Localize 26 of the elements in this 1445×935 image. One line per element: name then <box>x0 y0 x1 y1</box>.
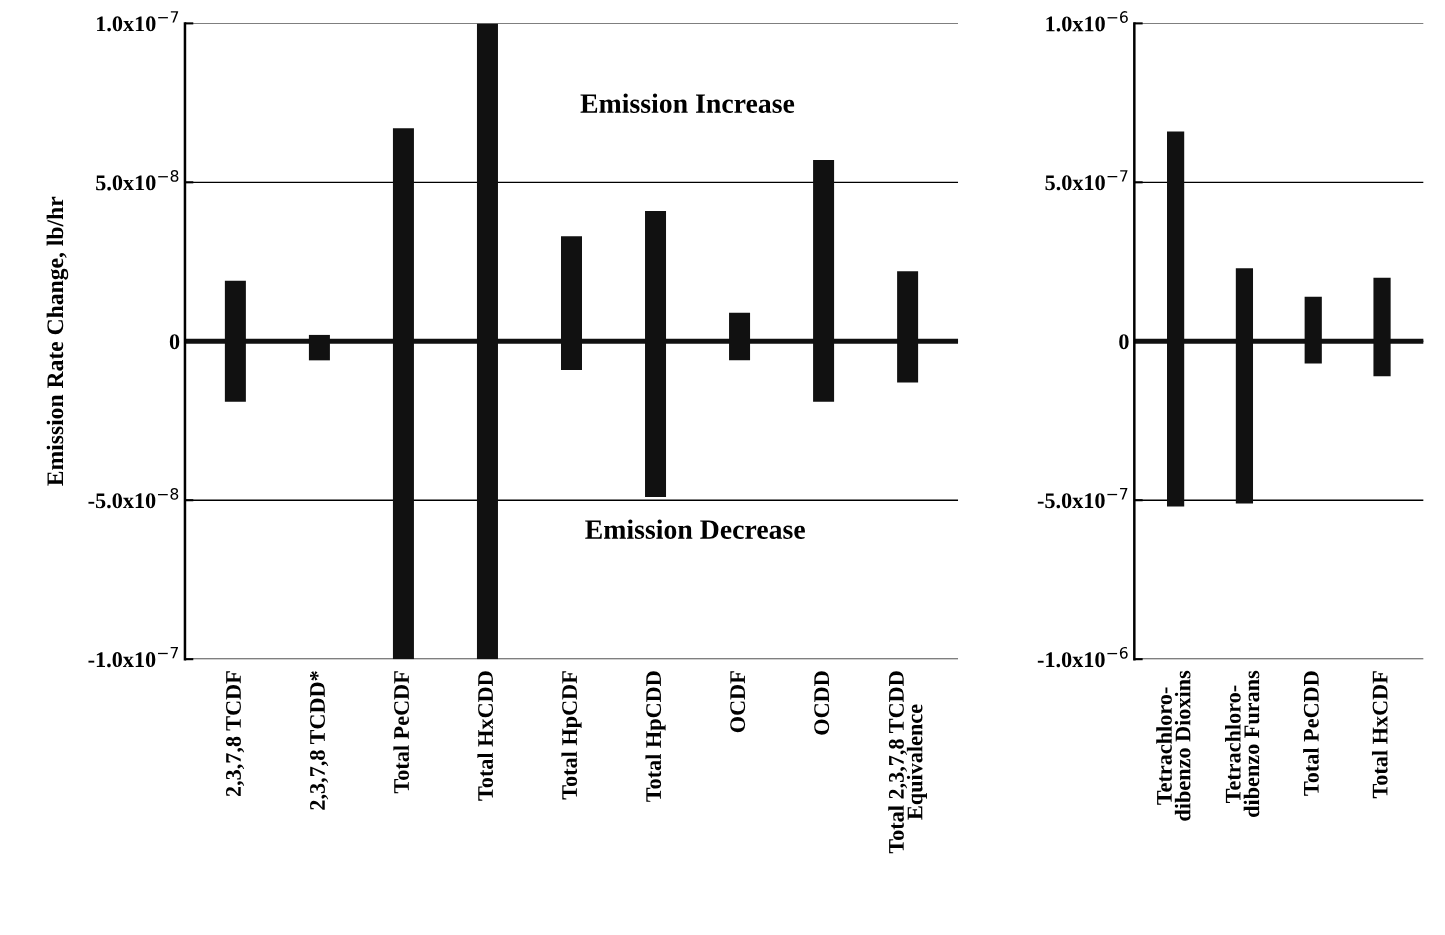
y-tick-label: 0 <box>1119 334 1129 350</box>
x-tick-label: Total 2,3,7,8 TCDD Equivalence <box>888 671 927 854</box>
x-tick-label: Total HpCDD <box>645 671 666 802</box>
x-tick-label: Total HxCDF <box>1371 671 1388 799</box>
annotation: Emission Decrease <box>585 519 805 539</box>
y-tick-label: -1.0x10$^{−6}$ <box>1037 646 1128 668</box>
y-tick-label: 5.0x10$^{−7}$ <box>1045 170 1128 191</box>
y-tick-label: 0 <box>169 334 180 350</box>
x-tick-label: Tetrachloro- dibenzo Furans <box>1225 670 1260 817</box>
y-tick-label: -1.0x10$^{−7}$ <box>88 647 178 668</box>
x-tick-label: Total HxCDD <box>477 671 494 801</box>
x-tick-label: Total HpCDF <box>561 671 582 800</box>
x-tick-label: Tetrachloro- dibenzo Dioxins <box>1156 670 1191 821</box>
y-tick-label: 5.0x10$^{−8}$ <box>96 170 179 191</box>
x-tick-label: OCDF <box>730 671 746 733</box>
x-tick-label: OCDD <box>814 671 830 735</box>
y-tick-label: -5.0x10$^{−7}$ <box>1037 488 1128 509</box>
x-tick-label: 2,3,7,8 TCDD* <box>309 671 329 810</box>
x-tick-label: Total PeCDF <box>393 671 409 794</box>
y-tick-label: -5.0x10$^{−8}$ <box>88 487 179 509</box>
annotation: Emission Increase <box>580 93 795 113</box>
y-tick-label: 1.0x10$^{−6}$ <box>1046 11 1128 32</box>
x-tick-label: 2,3,7,8 TCDF <box>225 671 245 797</box>
y-axis-title: Emission Rate Change, lb/hr <box>46 196 69 486</box>
x-tick-label: Total PeCDD <box>1303 671 1319 796</box>
y-tick-label: 1.0x10$^{−7}$ <box>96 11 179 32</box>
